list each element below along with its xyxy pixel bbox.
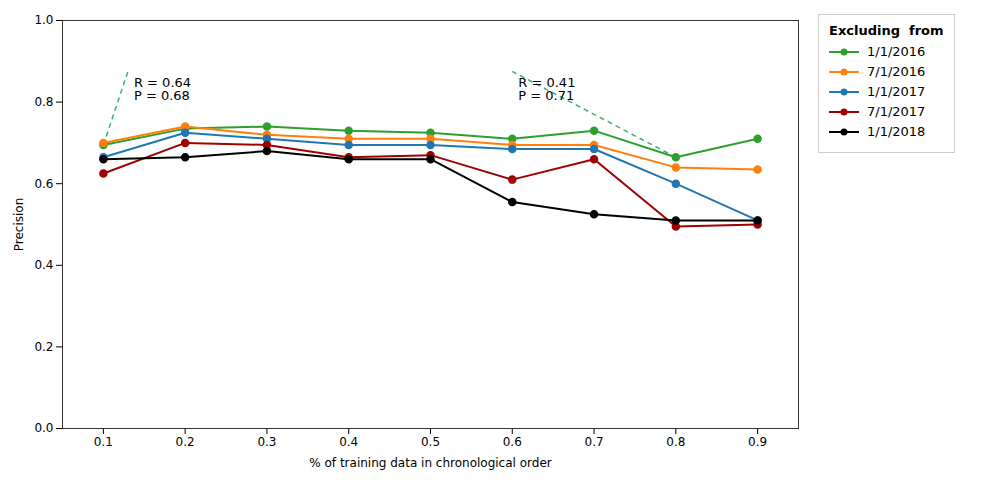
svg-text:Precision: Precision (12, 198, 26, 252)
html-text:1/1/2016: 1/1/2016 (867, 44, 926, 59)
svg-text:R = 0.64P = 0.68: R = 0.64P = 0.68 (134, 75, 191, 103)
svg-text:0.2: 0.2 (176, 435, 195, 449)
html-text:1/1/2017: 1/1/2017 (867, 84, 926, 99)
svg-text:0.6: 0.6 (503, 435, 522, 449)
svg-text:0.8: 0.8 (34, 95, 53, 109)
svg-text:0.4: 0.4 (34, 258, 53, 272)
svg-text:0.0: 0.0 (34, 421, 53, 435)
svg-text:0.8: 0.8 (666, 435, 685, 449)
svg-text:0.9: 0.9 (748, 435, 767, 449)
svg-text:0.6: 0.6 (34, 177, 53, 191)
svg-text:0.3: 0.3 (257, 435, 276, 449)
html-text:7/1/2016: 7/1/2016 (867, 64, 926, 79)
svg-text:R = 0.41P = 0.71: R = 0.41P = 0.71 (518, 75, 575, 103)
svg-text:0.2: 0.2 (34, 340, 53, 354)
svg-text:0.4: 0.4 (339, 435, 358, 449)
html-text:Excluding from: Excluding from (829, 23, 944, 38)
svg-text:0.1: 0.1 (94, 435, 113, 449)
svg-text:0.5: 0.5 (421, 435, 440, 449)
html-text:1/1/2018: 1/1/2018 (867, 124, 926, 139)
svg-text:% of training data in chronolo: % of training data in chronological orde… (309, 456, 551, 470)
html-text:7/1/2017: 7/1/2017 (867, 104, 926, 119)
svg-text:0.7: 0.7 (585, 435, 604, 449)
svg-text:1.0: 1.0 (34, 13, 53, 27)
